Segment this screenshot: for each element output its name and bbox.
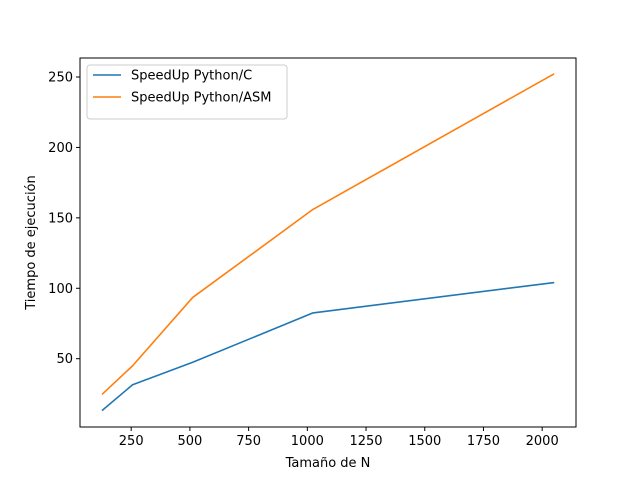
x-tick-label: 250	[119, 434, 144, 449]
legend-box	[86, 64, 288, 120]
legend-label-0: SpeedUp Python/C	[131, 69, 252, 84]
x-axis-ticks: 250 500 750 1000 1250 1500 1750 2000	[119, 427, 559, 449]
x-tick-label: 1500	[408, 434, 441, 449]
y-tick-label: 50	[56, 352, 73, 367]
y-tick-label: 200	[48, 141, 73, 156]
y-tick-label: 250	[48, 71, 73, 86]
y-tick-label: 100	[48, 282, 73, 297]
x-tick-label: 1250	[349, 434, 382, 449]
y-axis-title: Tiempo de ejecución	[24, 175, 39, 310]
x-tick-label: 1000	[291, 434, 324, 449]
legend-label-1: SpeedUp Python/ASM	[131, 91, 271, 106]
x-tick-label: 750	[236, 434, 261, 449]
axes-frame	[79, 57, 577, 428]
x-axis-title: Tamaño de N	[285, 456, 371, 471]
plot-lines	[101, 73, 555, 412]
x-tick-label: 500	[177, 434, 202, 449]
x-tick-label: 1750	[467, 434, 500, 449]
y-axis-ticks: 50 100 150 200 250	[48, 71, 80, 367]
series-line-1	[101, 73, 555, 396]
x-tick-label: 2000	[526, 434, 559, 449]
y-tick-label: 150	[48, 211, 73, 226]
legend: SpeedUp Python/C SpeedUp Python/ASM	[86, 64, 288, 120]
series-line-0	[101, 281, 555, 412]
